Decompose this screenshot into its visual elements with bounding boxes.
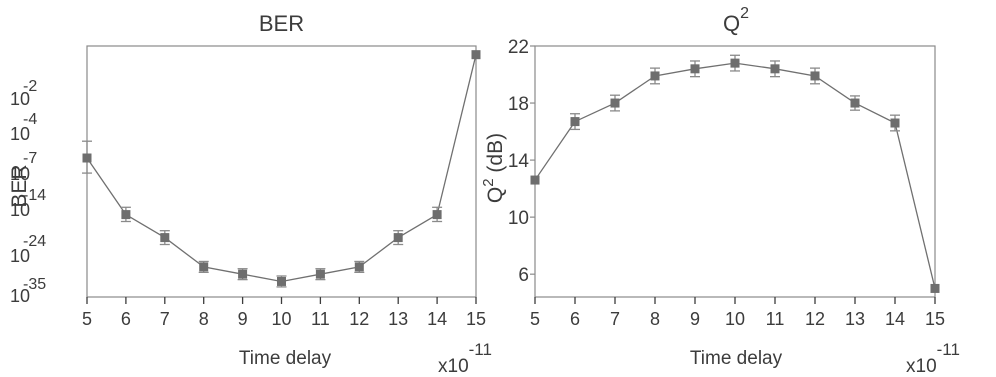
plot-frame <box>534 45 936 298</box>
y-tick-label: 14 <box>508 151 530 172</box>
x-tick-label: 7 <box>160 309 170 329</box>
y-tick-label: 6 <box>518 265 529 286</box>
x-tick-label: 6 <box>121 309 131 329</box>
ber-series-line <box>86 54 477 283</box>
data-point <box>770 64 780 74</box>
x-tick-label: 5 <box>530 309 540 329</box>
data-point <box>530 175 540 185</box>
x-tick-label: 12 <box>349 309 369 329</box>
x-tick-label: 13 <box>388 309 408 329</box>
data-point <box>730 58 740 68</box>
x-tick-label: 15 <box>925 309 945 329</box>
x-tick-label: 10 <box>725 309 745 329</box>
y-tick-label: 22 <box>508 37 529 58</box>
x-tick-label: 8 <box>199 309 209 329</box>
data-point <box>277 276 286 286</box>
data-point <box>570 117 580 127</box>
q2-panel: Q2 22 18 14 10 6 Q2 (dB) 5 6 7 8 9 10 11 12 13 14 15 Time … <box>480 5 960 377</box>
x-tick-label: 7 <box>610 309 620 329</box>
data-point <box>690 64 700 74</box>
y-tick-label: 10 <box>508 208 529 229</box>
x-tick-label: 9 <box>690 309 700 329</box>
x-axis-label: Time delay <box>690 348 783 369</box>
x-tick-label: 11 <box>311 309 330 329</box>
x-axis-label: Time delay <box>239 348 332 369</box>
data-point <box>810 71 820 81</box>
data-point <box>354 262 364 272</box>
x-tick-label: 11 <box>766 309 785 329</box>
x-tick-label: 12 <box>805 309 825 329</box>
data-point <box>199 262 209 272</box>
chart-title: Q2 <box>723 5 749 36</box>
y-tick-exponent: -35 <box>23 276 46 293</box>
x-axis-multiplier: x10-11 <box>438 340 492 377</box>
data-point <box>82 153 92 163</box>
y-tick-base: 10 <box>10 246 30 266</box>
y-tick-base: 10 <box>10 200 30 220</box>
q2-series-line <box>534 62 936 289</box>
x-tick-label: 8 <box>650 309 660 329</box>
y-tick-exponent: -2 <box>23 78 37 95</box>
y-tick-exponent: -7 <box>23 150 37 167</box>
data-point <box>432 210 442 220</box>
x-tick-label: 13 <box>845 309 865 329</box>
data-point <box>890 118 900 128</box>
y-tick-base: 10 <box>10 164 30 184</box>
data-point <box>850 98 860 108</box>
data-point <box>610 98 620 108</box>
y-tick-base: 10 <box>10 124 30 144</box>
y-tick-label: 18 <box>508 94 529 115</box>
chart-title: BER <box>259 11 304 36</box>
x-tick-label: 6 <box>570 309 580 329</box>
y-tick-base: 10 <box>10 286 30 306</box>
y-tick-exponent: -4 <box>23 111 37 128</box>
data-point <box>238 269 248 279</box>
y-axis-label: Q2 (dB) <box>480 133 507 203</box>
x-tick-label: 15 <box>466 309 486 329</box>
x-tick-label: 10 <box>271 309 291 329</box>
y-axis-label: BER <box>8 164 31 207</box>
data-point <box>930 283 940 293</box>
x-tick-label: 9 <box>238 309 248 329</box>
x-tick-label: 14 <box>885 309 905 329</box>
data-point <box>471 50 481 60</box>
y-tick-exponent: -14 <box>23 187 46 204</box>
data-point <box>121 210 131 220</box>
x-axis-multiplier: x10-11 <box>906 340 960 377</box>
y-tick-base: 10 <box>10 89 30 109</box>
data-point <box>315 269 325 279</box>
data-point <box>393 233 403 243</box>
data-point <box>160 233 170 243</box>
y-tick-exponent: -24 <box>23 233 46 250</box>
data-point <box>650 71 660 81</box>
x-tick-label: 14 <box>427 309 447 329</box>
x-tick-label: 5 <box>82 309 92 329</box>
plot-frame <box>86 45 477 298</box>
